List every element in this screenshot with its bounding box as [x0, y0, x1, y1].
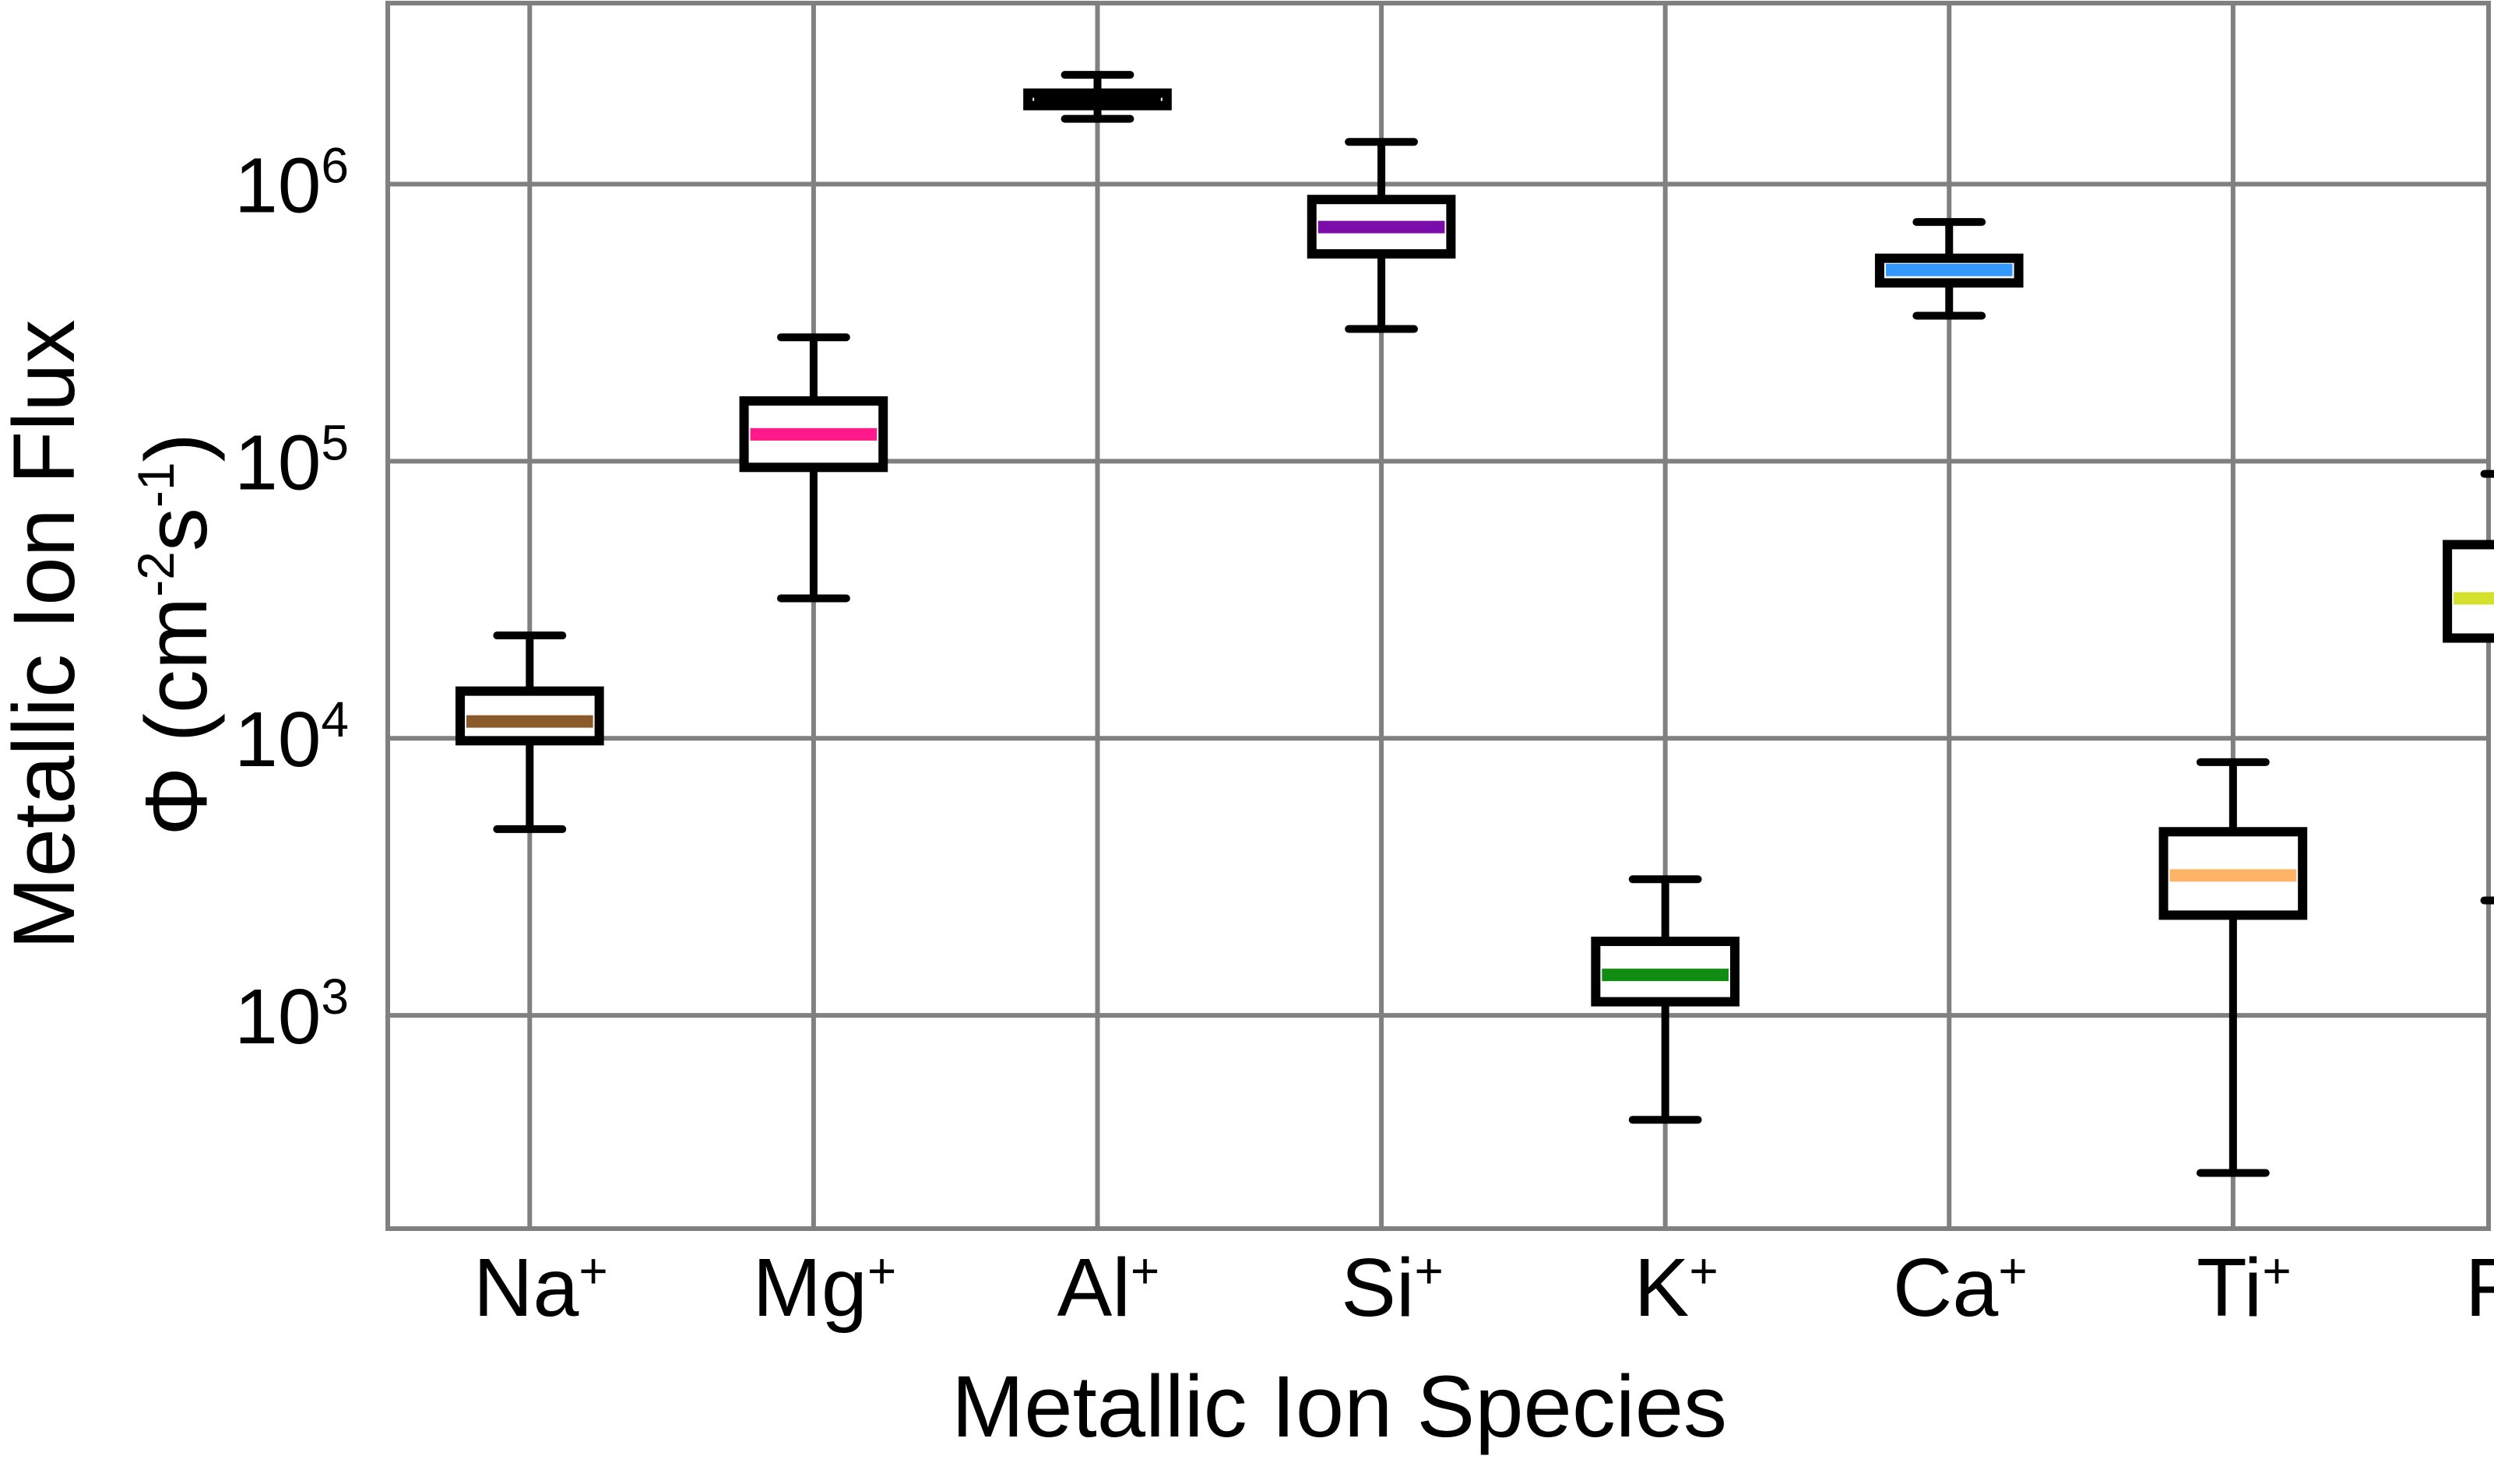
x-tick-label-ca: Ca+ [1893, 1242, 2028, 1334]
plot-frame [385, 1, 2491, 1231]
y-tick-label: 105 [234, 414, 349, 506]
box-ti [2158, 758, 2308, 1177]
y-axis-label-line2: Φ (cm-2s-1) [127, 433, 225, 836]
grid [388, 3, 2489, 1229]
y-axis-label-line1: Metallic Ion Flux [0, 319, 93, 949]
x-tick-label-na: Na+ [473, 1242, 608, 1334]
x-tick-labels: Na+ Mg+ Al+ Si+ K+ Ca+ Ti+ Fe+ [473, 1242, 2494, 1334]
x-tick-label-ti: Ti+ [2197, 1242, 2292, 1334]
x-tick-label-al: Al+ [1057, 1242, 1160, 1334]
box-al [1023, 71, 1172, 123]
y-axis-label: Metallic Ion Flux Φ (cm-2s-1) [0, 319, 225, 949]
y-tick-label: 106 [234, 137, 349, 229]
y-tick-labels: 103 104 105 106 [234, 137, 349, 1060]
x-tick-label-fe: Fe+ [2465, 1242, 2494, 1334]
y-tick-label: 103 [234, 969, 349, 1060]
x-tick-label-si: Si+ [1341, 1242, 1444, 1334]
box-mg [739, 333, 888, 603]
box-si [1307, 138, 1456, 333]
box-k [1591, 875, 1740, 1124]
box-fe [2443, 469, 2494, 905]
iqr-box [2443, 540, 2494, 643]
boxes [455, 71, 2494, 1177]
x-axis-label: Metallic Ion Species [952, 1358, 1727, 1455]
x-tick-label-k: K+ [1634, 1242, 1718, 1334]
x-tick-label-mg: Mg+ [753, 1242, 897, 1334]
box-na [455, 631, 604, 833]
box-ca [1874, 218, 2024, 320]
y-tick-label: 104 [234, 691, 349, 783]
